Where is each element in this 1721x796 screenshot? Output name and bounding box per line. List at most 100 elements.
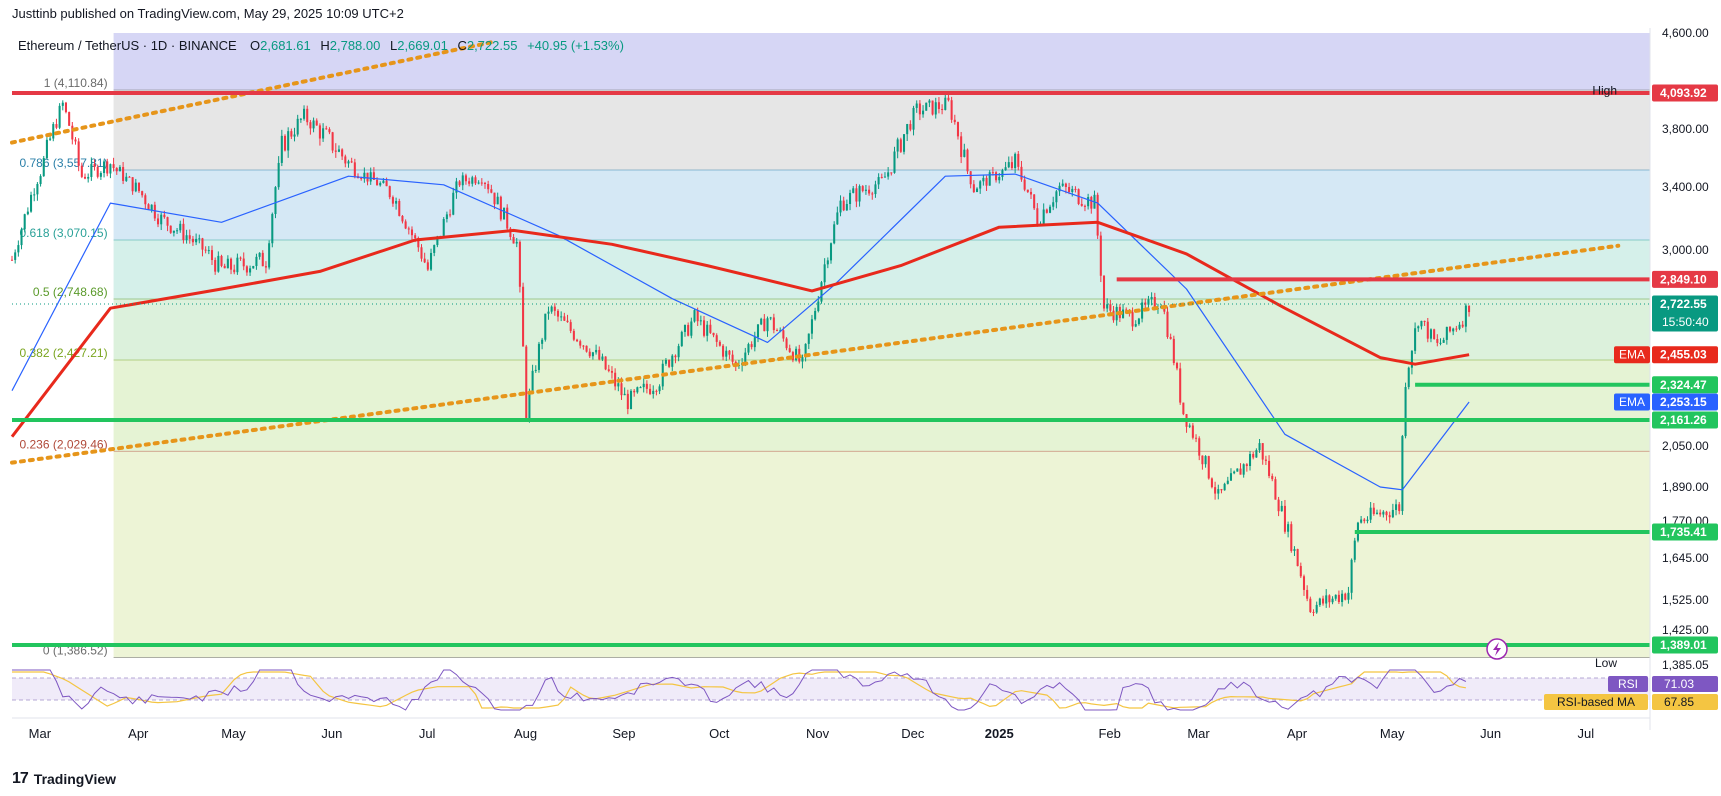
candle-body [541,339,544,344]
candle-body [528,392,531,419]
fib-zone [113,451,1650,658]
candle-body [341,149,344,157]
candle-body [499,196,502,220]
candle-body [236,257,239,273]
high-label: High [1592,84,1617,98]
candle-body [563,316,566,321]
candle-body [503,207,506,220]
price-tick-label: 1,525.00 [1662,593,1709,607]
candle-body [880,177,883,179]
candle-body [1217,489,1220,494]
candle-body [334,150,337,152]
candle-body [1007,162,1010,168]
candle-body [871,193,874,195]
time-tick-label: 2025 [985,726,1014,741]
candle-body [1106,304,1109,309]
candle-body [902,134,906,152]
trendline-lower [10,243,1621,465]
candle-body [1080,203,1083,206]
candle-body [1087,197,1090,207]
candle-body [944,97,947,110]
candle-body [1277,499,1280,512]
candle-body [607,369,610,371]
rsi-tag [1608,676,1648,692]
candle-body [1147,299,1150,305]
time-tick-label: Mar [29,726,52,741]
candle-body [87,176,90,179]
tradingview-logo-icon: 17 [12,770,29,787]
candle-body [1439,342,1442,344]
candle-body [407,228,410,230]
candle-body [623,393,626,396]
candle-body [449,214,452,216]
candle-body [1252,454,1255,458]
candle-body [1166,311,1169,338]
candle-body [918,103,921,115]
candle-body [979,181,982,189]
candle-body [153,204,156,219]
candle-body [1036,208,1039,226]
candle-body [525,346,528,419]
candle-body [817,301,820,312]
candle-body [1369,507,1372,520]
candle-body [1283,505,1286,532]
time-tick-label: Apr [128,726,149,741]
candle-body [1448,326,1452,332]
time-tick-label: Aug [514,726,537,741]
candle-body [328,129,331,133]
candle-body [1426,321,1429,339]
time-tick-label: Sep [612,726,635,741]
time-tick-label: Feb [1098,726,1120,741]
candle-body [188,235,191,239]
candle-body [1325,595,1328,604]
candle-body [614,372,617,387]
symbol-title: Ethereum / TetherUS · 1D · BINANCE [18,38,237,53]
candle-body [858,186,861,202]
candle-body [401,215,404,222]
candle-body [934,102,937,115]
candle-body [455,181,458,193]
candle-body [471,177,474,184]
candle-body [1233,471,1236,474]
candle-body [763,318,766,332]
candle-body [1458,324,1461,329]
candle-body [810,319,813,334]
fib-label: 0.786 (3,557.81) [20,156,108,170]
candle-body [1248,454,1252,466]
price-badge [1652,270,1718,288]
candle-body [42,158,45,177]
candle-body [1379,512,1382,515]
candle-body [991,172,994,174]
candle-body [487,184,490,190]
candle-body [1099,235,1102,276]
candle-body [268,243,271,268]
candle-body [395,200,398,204]
lightning-icon[interactable] [1486,638,1508,660]
candle-body [887,172,890,177]
candle-body [702,320,706,336]
candle-body [429,252,433,270]
candle-body [1353,540,1356,560]
candle-body [883,176,886,178]
candle-body [690,321,693,336]
candle-body [950,100,953,120]
candle-body [436,236,439,246]
candle-body [1102,275,1106,309]
candle-body [1293,549,1296,551]
time-tick-label: May [221,726,246,741]
candle-body [141,191,144,196]
price-badge [1652,636,1718,654]
candle-body [1207,456,1210,479]
candle-body [531,370,534,393]
rsi-ma-label: RSI-based MA [1557,695,1635,709]
candle-body [1410,350,1413,368]
candle-body [1331,598,1334,603]
candle-body [823,264,826,283]
candle-body [753,337,756,348]
price-tick-label: 1,385.05 [1662,658,1709,672]
candle-body [230,258,233,270]
candle-body [861,186,864,191]
candle-body [985,177,988,186]
candle-body [509,228,512,237]
